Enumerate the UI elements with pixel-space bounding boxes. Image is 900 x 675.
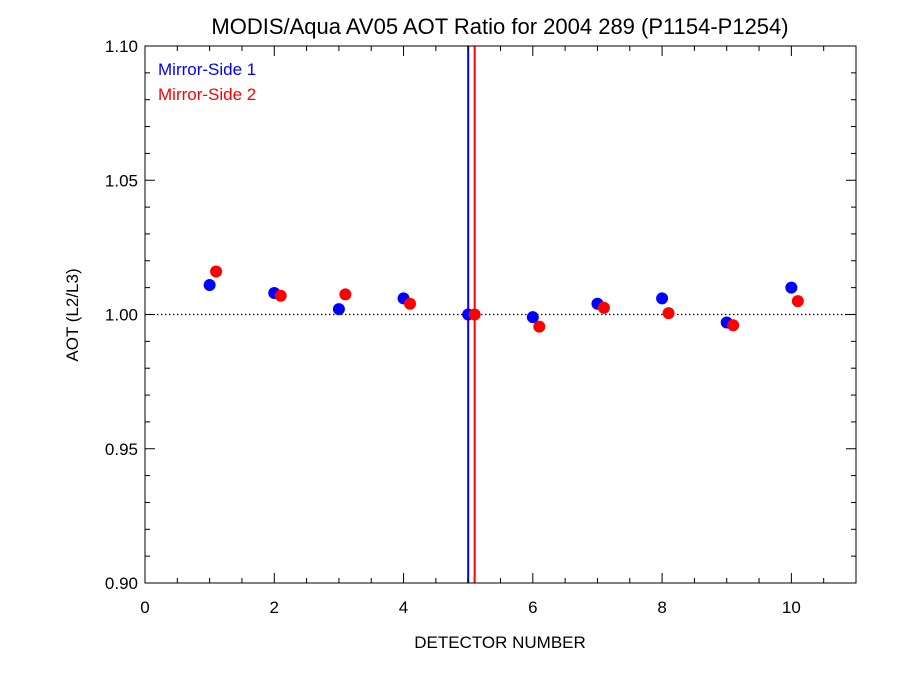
data-point — [656, 292, 669, 305]
chart-title: MODIS/Aqua AV05 AOT Ratio for 2004 289 (… — [211, 14, 788, 39]
y-tick-label: 0.95 — [105, 440, 138, 459]
data-point — [662, 307, 675, 320]
x-tick-label: 8 — [657, 598, 666, 617]
y-tick-label: 1.10 — [105, 37, 138, 56]
data-point — [533, 320, 546, 333]
data-point — [332, 303, 345, 316]
legend-entry: Mirror-Side 1 — [158, 60, 256, 79]
data-point — [404, 297, 417, 310]
axis-ticks: 0 2 4 6 8 10 0.90 0.95 1.00 1.05 1.10 — [105, 37, 857, 617]
y-axis-label: AOT (L2/L3) — [63, 268, 82, 361]
x-axis-label: DETECTOR NUMBER — [414, 633, 586, 652]
reference-lines — [145, 46, 856, 583]
x-tick-label: 6 — [528, 598, 537, 617]
data-point — [339, 288, 352, 301]
data-point — [274, 289, 287, 302]
x-tick-label: 10 — [782, 598, 801, 617]
data-point — [785, 281, 798, 294]
data-point — [727, 319, 740, 332]
data-point — [210, 265, 223, 278]
data-point — [791, 295, 804, 308]
legend-entry: Mirror-Side 2 — [158, 85, 256, 104]
y-tick-label: 1.05 — [105, 171, 138, 190]
data-point — [526, 311, 539, 324]
data-point — [468, 308, 481, 321]
data-point — [203, 278, 216, 291]
x-tick-label: 4 — [399, 598, 408, 617]
y-tick-label: 1.00 — [105, 306, 138, 325]
data-points — [203, 265, 804, 333]
y-tick-label: 0.90 — [105, 574, 138, 593]
legend: Mirror-Side 1 Mirror-Side 2 — [158, 60, 256, 104]
x-tick-label: 0 — [140, 598, 149, 617]
x-tick-label: 2 — [270, 598, 279, 617]
data-point — [597, 301, 610, 314]
